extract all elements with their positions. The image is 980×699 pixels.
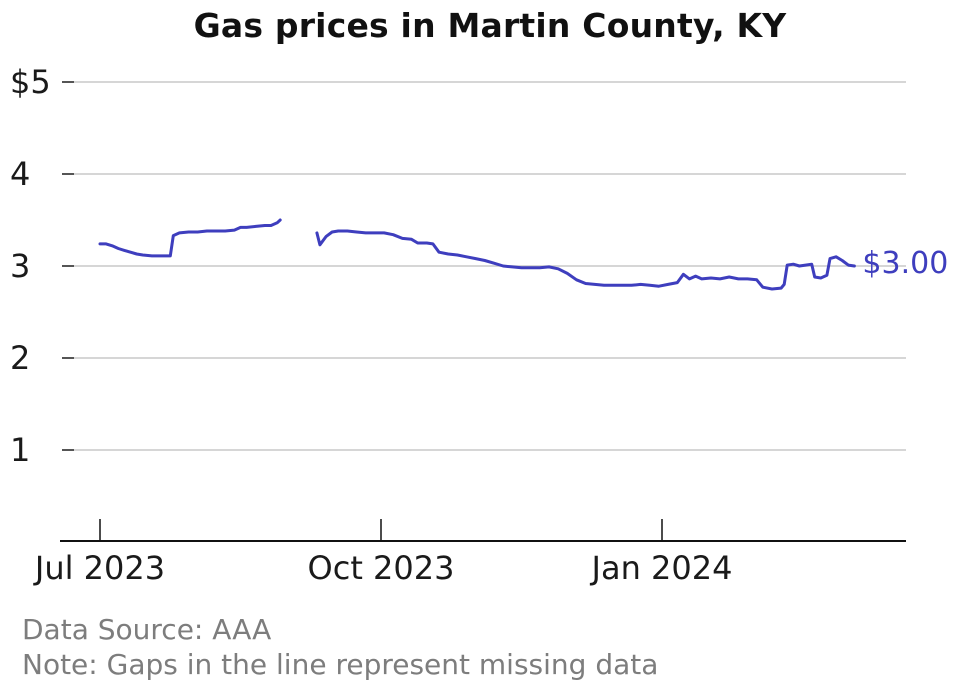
chart-title: Gas prices in Martin County, KY bbox=[193, 6, 787, 45]
y-tick-label: 4 bbox=[10, 155, 30, 193]
x-tick-label: Jan 2024 bbox=[590, 549, 733, 587]
x-tick-label: Oct 2023 bbox=[308, 549, 455, 587]
y-tick-label: 3 bbox=[10, 247, 30, 285]
data-source-note: Data Source: AAA bbox=[22, 613, 272, 646]
y-tick-label: 2 bbox=[10, 339, 30, 377]
y-tick-label: $5 bbox=[10, 63, 51, 101]
missing-data-note: Note: Gaps in the line represent missing… bbox=[22, 648, 659, 681]
gas-price-line bbox=[315, 229, 856, 291]
x-tick-label: Jul 2023 bbox=[33, 549, 165, 587]
last-value-label: $3.00 bbox=[862, 246, 949, 281]
gas-price-line bbox=[98, 218, 282, 258]
y-tick-label: 1 bbox=[10, 431, 30, 469]
chart-footer: Data Source: AAA Note: Gaps in the line … bbox=[22, 612, 658, 682]
